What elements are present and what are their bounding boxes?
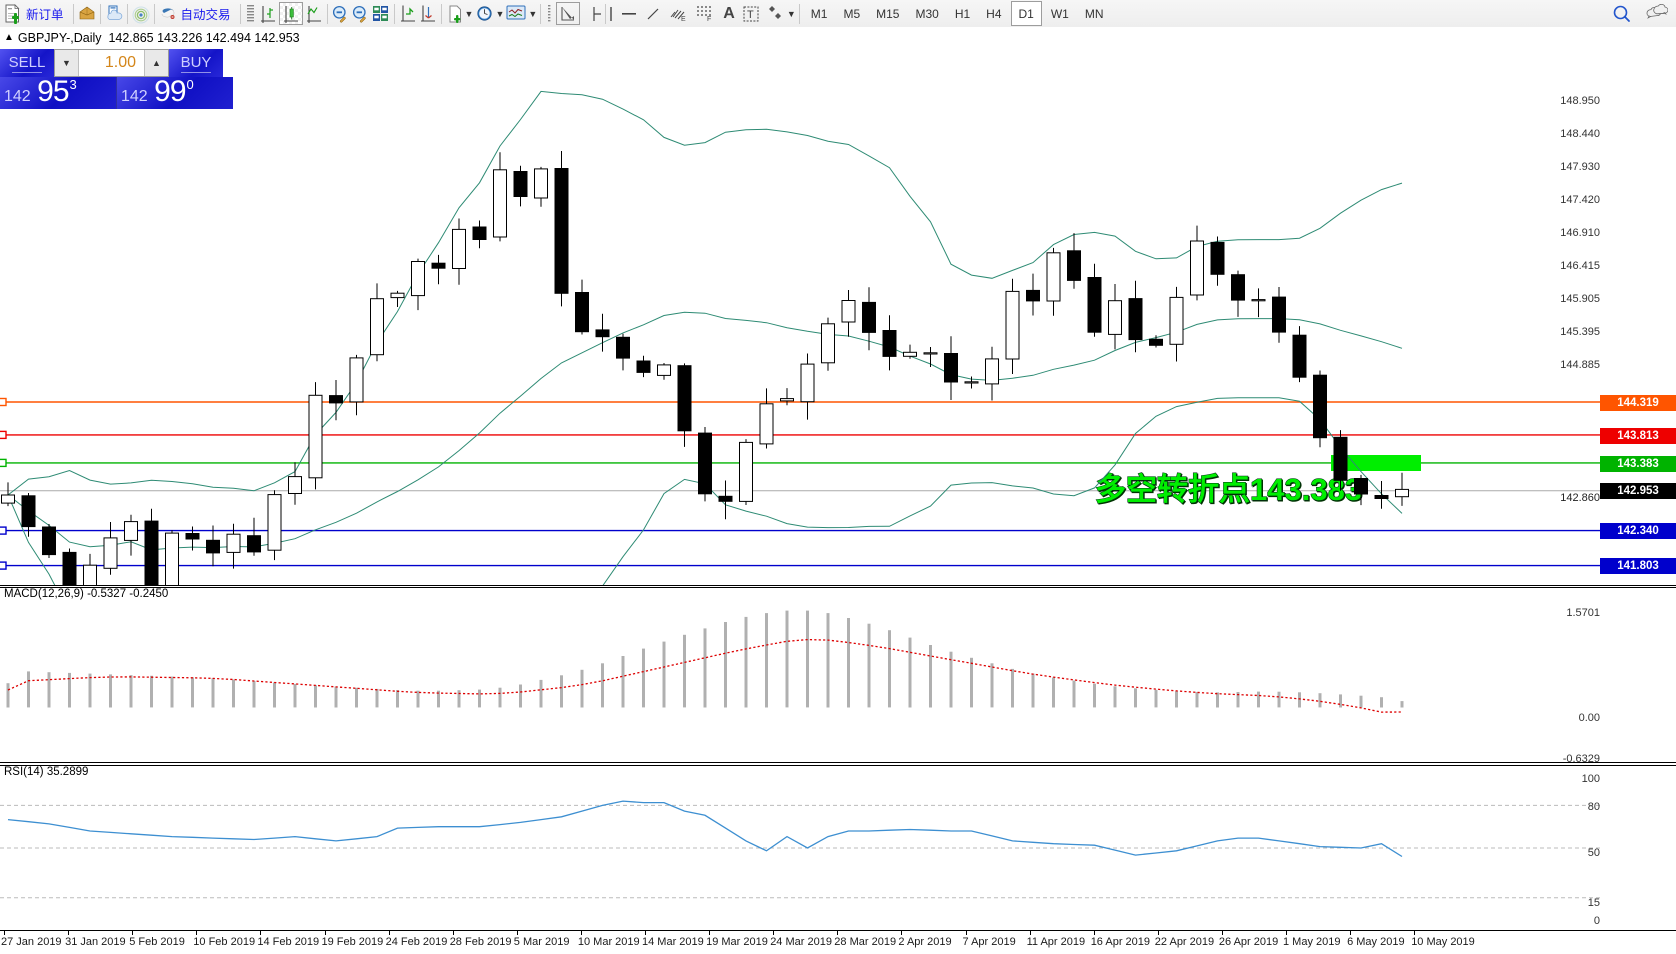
- svg-text:F: F: [707, 16, 711, 22]
- svg-text:T: T: [747, 9, 754, 21]
- svg-text:E: E: [681, 16, 686, 22]
